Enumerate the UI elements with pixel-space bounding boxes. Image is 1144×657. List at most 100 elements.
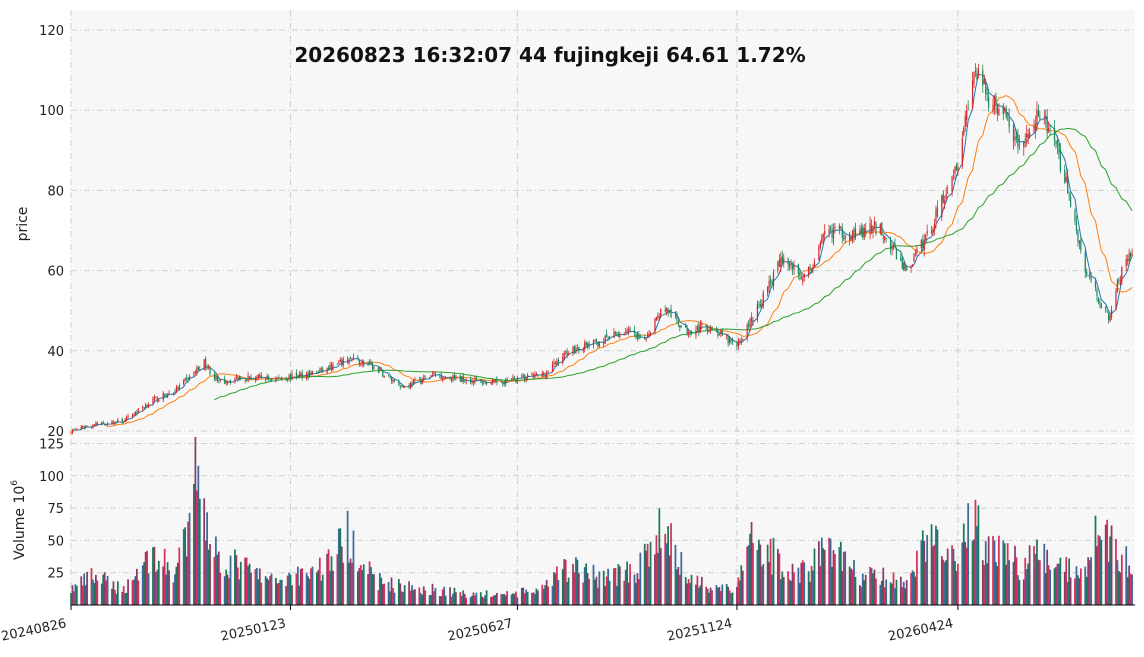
volume-bar [1044, 573, 1047, 605]
candle [971, 72, 974, 110]
volume-bar [831, 566, 833, 605]
volume-bar [823, 549, 826, 605]
candle [505, 377, 507, 387]
volume-bar [70, 593, 72, 605]
volume-bar [891, 583, 893, 605]
candle [158, 397, 160, 403]
volume-bar [383, 583, 386, 605]
candle [423, 374, 425, 383]
candle [1049, 124, 1051, 136]
candle [524, 374, 526, 383]
volume-bar [412, 589, 415, 605]
volume-bar [670, 523, 672, 605]
volume-bar [602, 570, 605, 605]
candlesticks [70, 63, 1133, 435]
volume-bar [152, 547, 154, 605]
volume-bar [1125, 546, 1128, 605]
volume-bar [481, 596, 484, 605]
candle [1048, 121, 1050, 133]
volume-bar [204, 540, 207, 605]
candle [717, 327, 719, 339]
candle [715, 326, 718, 333]
volume-bar [260, 582, 263, 605]
candle [392, 378, 394, 384]
volume-bar [339, 528, 342, 605]
volume-bar [275, 577, 277, 605]
volume-bar [102, 574, 105, 605]
volume-bar [779, 579, 782, 605]
volume-bar [289, 574, 292, 605]
candle [373, 366, 375, 370]
candle [572, 345, 574, 357]
price-tick-label: 120 [39, 24, 64, 39]
volume-bar [373, 574, 375, 605]
candle [636, 331, 639, 342]
volume-bar [711, 590, 713, 605]
volume-bar [608, 580, 611, 605]
volume-bar [961, 542, 964, 605]
volume-bar [537, 590, 539, 605]
candle [541, 370, 543, 378]
price-tick-label: 20 [47, 425, 64, 440]
candle [188, 374, 191, 381]
volume-bar [740, 565, 743, 605]
volume-bar [352, 530, 355, 605]
volume-bar [340, 546, 343, 605]
volume-bar [329, 570, 331, 605]
candle [689, 331, 691, 338]
volume-bar [822, 548, 825, 605]
volume-bar [974, 499, 977, 605]
candle [562, 353, 564, 366]
candle [882, 233, 884, 244]
volume-bar [471, 595, 473, 605]
candle [859, 224, 861, 236]
volume-bar [659, 548, 662, 605]
volume-bar [957, 563, 959, 605]
candle [1058, 140, 1060, 160]
candle [174, 389, 176, 395]
candle [761, 299, 763, 308]
ma-20-line [107, 95, 1133, 428]
candle [655, 316, 658, 321]
volume-bar [810, 566, 813, 605]
candle [954, 165, 956, 180]
candle [587, 342, 589, 350]
candle [942, 190, 944, 204]
volume-bar [356, 571, 359, 605]
volume-bar [834, 554, 836, 605]
volume-bar [358, 568, 361, 605]
candle [184, 377, 186, 382]
candle [177, 386, 179, 391]
volume-bar [122, 586, 125, 605]
candle [995, 92, 997, 115]
volume-bar [526, 591, 529, 605]
candle [750, 312, 753, 327]
candle [648, 329, 650, 338]
volume-bar [924, 561, 927, 605]
volume-bar [894, 588, 896, 605]
candle [82, 425, 84, 429]
volume-bar [616, 585, 618, 605]
volume-bar [1033, 546, 1035, 605]
candle [1087, 275, 1089, 277]
candle [701, 320, 703, 330]
volume-bar [411, 585, 413, 605]
volume-bar [1085, 576, 1088, 605]
candle [521, 373, 523, 379]
volume-bar [904, 588, 907, 605]
candle [840, 225, 842, 230]
candle [219, 379, 221, 383]
candle [992, 98, 994, 114]
candle [472, 379, 475, 387]
volume-bar [1024, 557, 1027, 605]
volume-bar [114, 589, 116, 605]
volume-bar [976, 526, 978, 605]
candle [101, 421, 103, 426]
candle [1097, 296, 1100, 305]
candle [240, 376, 242, 381]
volume-bar [308, 579, 311, 605]
candle [607, 336, 609, 342]
volume-bar [1025, 569, 1028, 605]
candle [92, 424, 94, 429]
candle [604, 334, 606, 345]
